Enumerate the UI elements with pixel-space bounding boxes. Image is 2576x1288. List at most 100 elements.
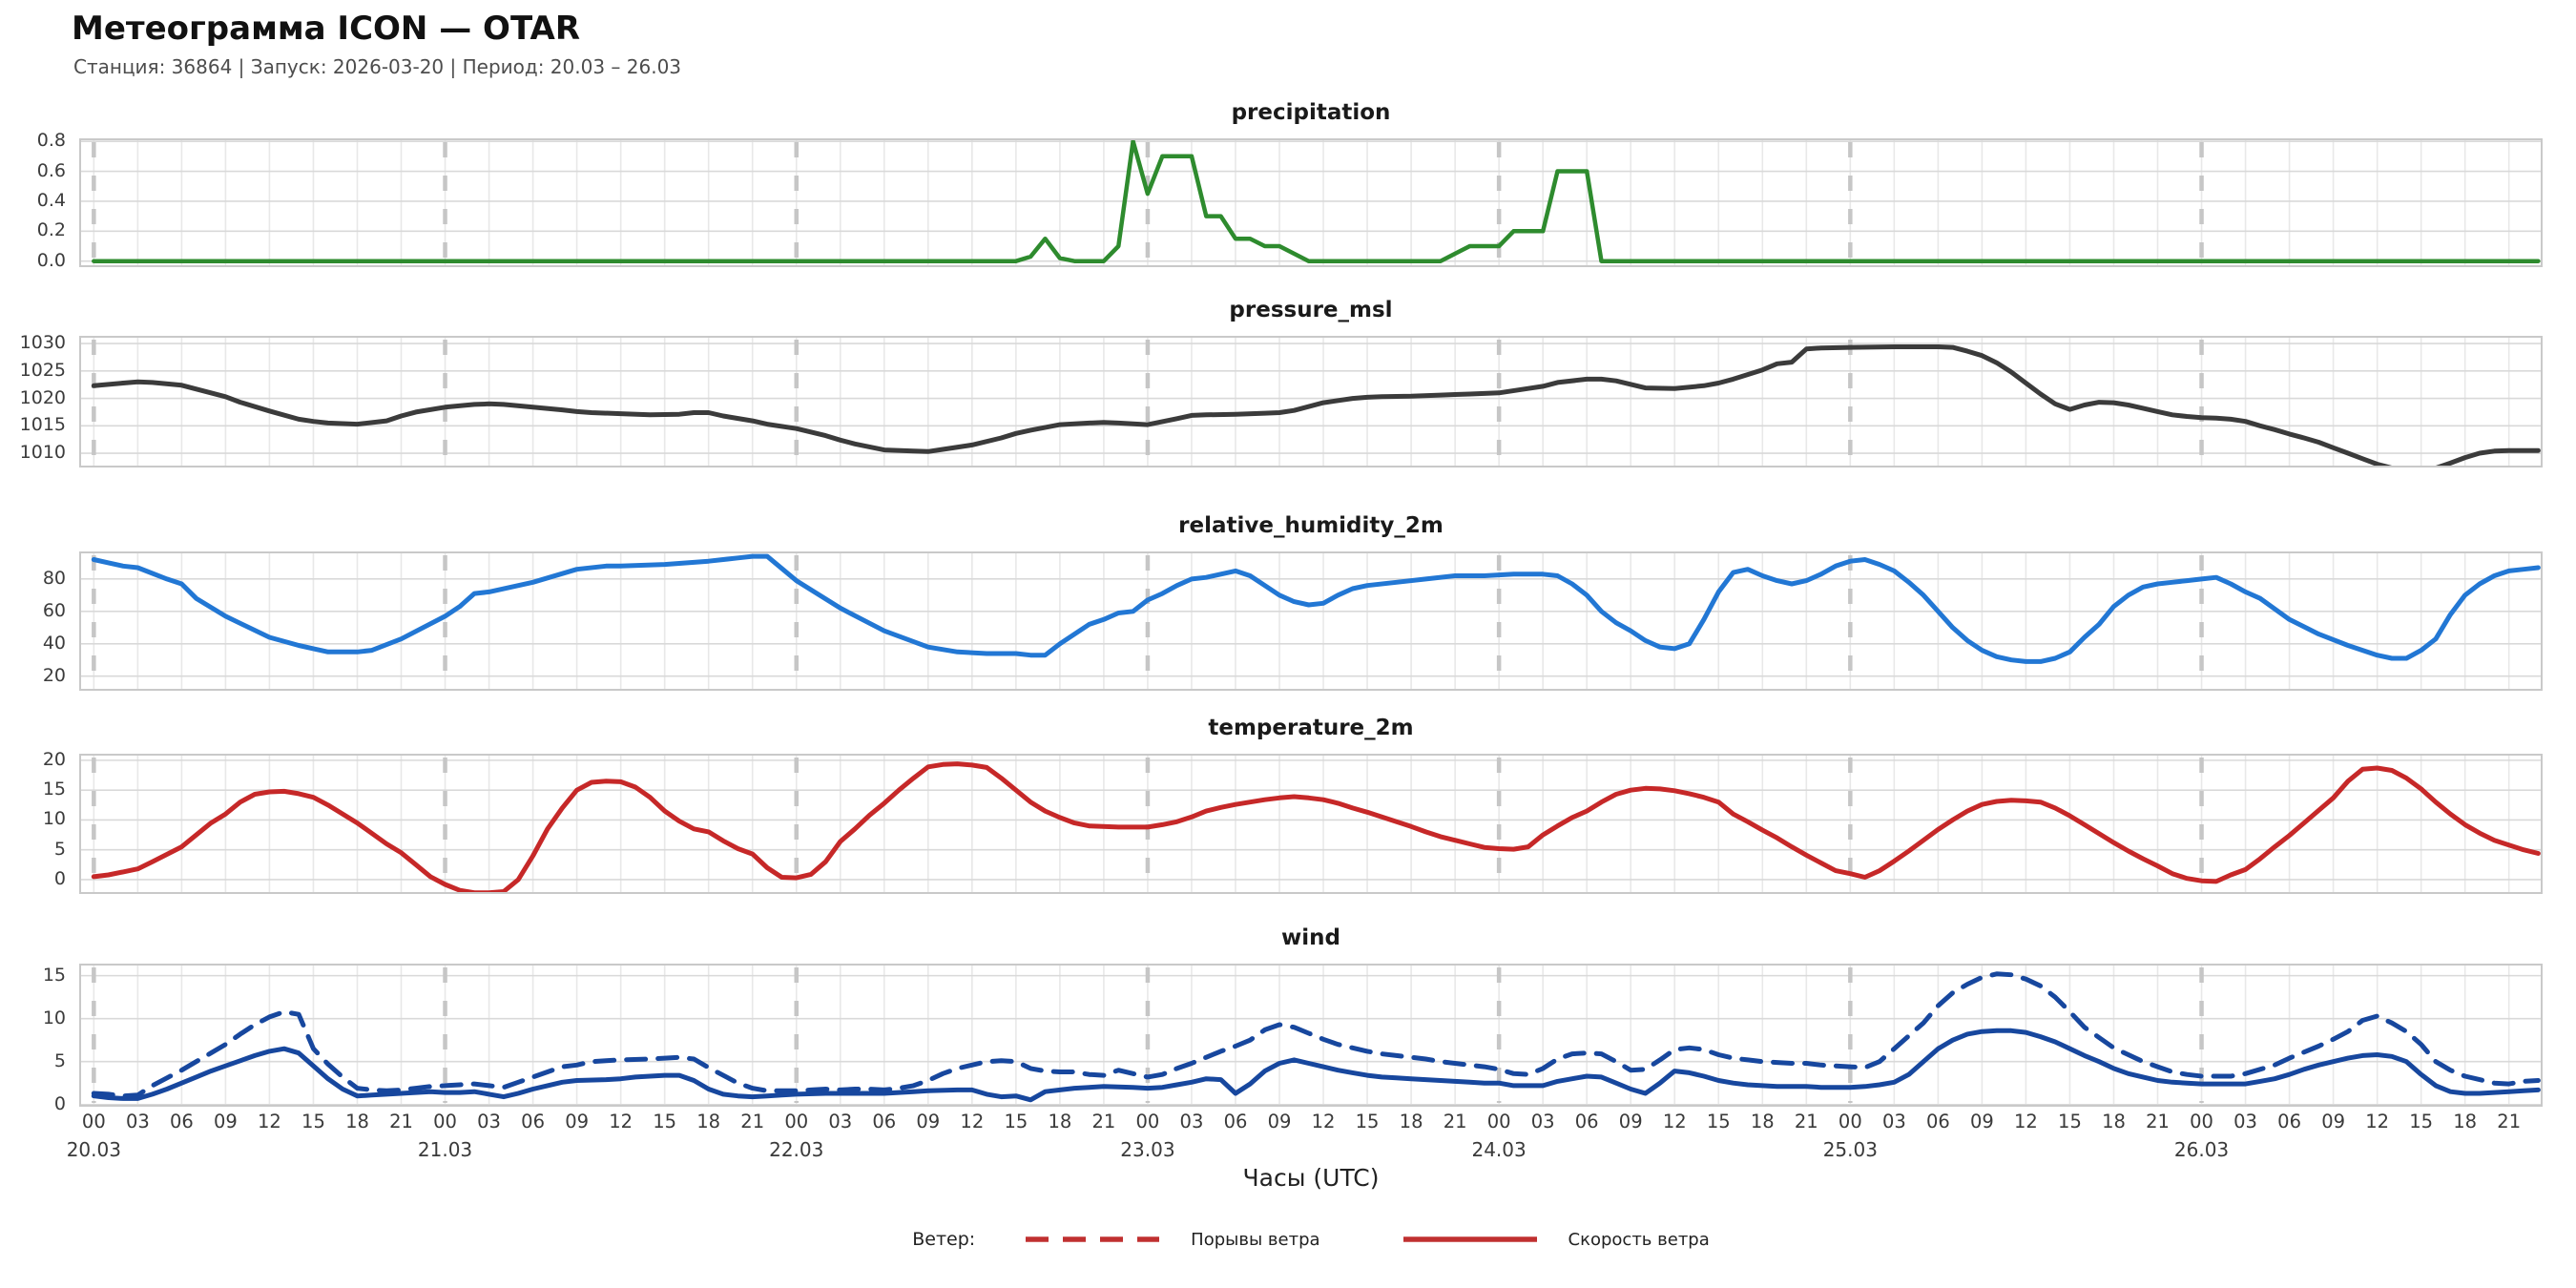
y-tick-label: 20 — [42, 664, 66, 686]
plot-border — [79, 138, 2543, 267]
temperature_2m-series-0-line — [91, 761, 2541, 894]
date-tick-label: 23.03 — [1120, 1138, 1175, 1161]
hour-tick-label: 00 — [2190, 1111, 2213, 1132]
hour-tick-label: 00 — [433, 1111, 457, 1132]
y-tick-label: 5 — [53, 838, 66, 860]
date-tick-label: 26.03 — [2173, 1138, 2230, 1161]
hour-tick-label: 12 — [2365, 1111, 2390, 1132]
date-tick-label: 24.03 — [1471, 1138, 1527, 1161]
hour-tick-label: 18 — [2453, 1111, 2478, 1132]
hour-tick-label: 03 — [1530, 1111, 1555, 1132]
y-tick-label: 15 — [42, 964, 66, 986]
y-tick-label: 0 — [53, 867, 66, 889]
hour-tick-label: 00 — [1486, 1111, 1511, 1132]
y-tick-label: 40 — [42, 632, 66, 654]
hour-tick-label: 15 — [2058, 1111, 2082, 1132]
page-title: Метеограмма ICON — OTAR — [72, 10, 581, 48]
y-tick-label: 0.6 — [36, 159, 66, 181]
hour-tick-label: 06 — [169, 1111, 194, 1132]
y-tick-label: 1020 — [19, 386, 66, 408]
hour-tick-label: 15 — [1004, 1111, 1028, 1132]
y-tick-label: 1030 — [19, 332, 66, 354]
hour-tick-label: 03 — [2233, 1111, 2257, 1132]
horizontal-gridlines — [79, 759, 2543, 881]
hour-tick-label: 09 — [213, 1111, 238, 1132]
relative_humidity_2m-series-0-line — [91, 553, 2541, 664]
hour-tick-label: 21 — [1443, 1111, 1467, 1132]
y-tick-label: 15 — [42, 779, 66, 800]
y-tick-label: 60 — [42, 599, 66, 621]
vertical-gridlines — [93, 551, 2510, 691]
plot-border — [79, 964, 2543, 1107]
hour-tick-label: 09 — [2321, 1111, 2346, 1132]
y-tick-label: 5 — [53, 1049, 66, 1071]
hour-tick-label: 18 — [1750, 1111, 1775, 1132]
hour-tick-label: 21 — [740, 1111, 765, 1132]
vertical-gridlines — [93, 138, 2510, 267]
date-tick-label: 22.03 — [769, 1138, 824, 1161]
y-tick-label: 0.0 — [36, 249, 66, 271]
panel-title-wind: wind — [1281, 925, 1340, 950]
hour-tick-label: 03 — [828, 1111, 853, 1132]
hour-tick-label: 15 — [1355, 1111, 1380, 1132]
day-boundary-lines — [92, 340, 2204, 464]
hour-tick-label: 12 — [1662, 1111, 1687, 1132]
y-tick-label: 10 — [42, 1007, 66, 1028]
legend-title: Ветер: — [912, 1229, 976, 1250]
hour-tick-label: 03 — [1179, 1111, 1204, 1132]
hour-tick-label: 03 — [1881, 1111, 1906, 1132]
horizontal-gridlines — [79, 578, 2543, 677]
hour-tick-label: 18 — [696, 1111, 721, 1132]
hour-tick-label: 15 — [301, 1111, 325, 1132]
hour-tick-label: 18 — [1048, 1111, 1072, 1132]
legend-gusts-label: Порывы ветра — [1191, 1229, 1320, 1250]
hour-tick-label: 09 — [1618, 1111, 1643, 1132]
hour-tick-label: 21 — [2146, 1111, 2170, 1132]
hour-tick-label: 06 — [1925, 1111, 1950, 1132]
y-tick-label: 1025 — [19, 359, 66, 381]
y-tick-label: 1010 — [19, 442, 66, 464]
plot-border — [79, 754, 2543, 894]
speed-solid-line-icon — [1402, 1236, 1537, 1242]
hour-tick-label: 00 — [81, 1111, 106, 1132]
hour-tick-label: 09 — [565, 1111, 590, 1132]
y-tick-label: 80 — [42, 567, 66, 589]
y-tick-label: 1015 — [19, 414, 66, 436]
relative_humidity_2m-plot — [79, 551, 2543, 691]
panel-title-relative_humidity_2m: relative_humidity_2m — [1178, 513, 1444, 538]
hour-tick-label: 06 — [2277, 1111, 2301, 1132]
hour-tick-label: 03 — [125, 1111, 150, 1132]
wind-series-1-line — [91, 1028, 2541, 1103]
panel-title-temperature_2m: temperature_2m — [1208, 716, 1414, 740]
hour-tick-label: 21 — [1091, 1111, 1116, 1132]
hour-tick-label: 06 — [1223, 1111, 1248, 1132]
hour-tick-label: 03 — [477, 1111, 501, 1132]
hour-tick-label: 00 — [1838, 1111, 1862, 1132]
hour-tick-label: 12 — [960, 1111, 985, 1132]
hour-tick-label: 18 — [2102, 1111, 2126, 1132]
date-tick-label: 25.03 — [1822, 1138, 1878, 1161]
hour-tick-label: 06 — [521, 1111, 545, 1132]
day-boundary-lines — [92, 555, 2204, 687]
date-tick-label: 20.03 — [66, 1138, 121, 1161]
plot-border — [79, 551, 2543, 691]
y-tick-label: 0 — [53, 1092, 66, 1114]
hour-tick-label: 00 — [784, 1111, 809, 1132]
plot-border — [79, 336, 2543, 467]
panel-title-precipitation: precipitation — [1231, 100, 1391, 125]
horizontal-gridlines — [79, 343, 2543, 454]
hour-tick-label: 09 — [916, 1111, 941, 1132]
gusts-dashed-line-icon — [1026, 1236, 1160, 1242]
hour-tick-label: 18 — [345, 1111, 369, 1132]
y-tick-label: 10 — [42, 808, 66, 830]
hour-tick-label: 12 — [2014, 1111, 2038, 1132]
precipitation-plot — [79, 138, 2543, 267]
vertical-gridlines — [93, 754, 2510, 894]
temperature_2m-plot — [79, 754, 2543, 894]
hour-tick-label: 09 — [1969, 1111, 1994, 1132]
hour-tick-label: 15 — [1706, 1111, 1731, 1132]
vertical-gridlines — [93, 964, 2510, 1107]
hour-tick-label: 06 — [872, 1111, 897, 1132]
pressure_msl-series-0-line — [91, 344, 2541, 467]
hour-tick-label: 12 — [258, 1111, 281, 1132]
